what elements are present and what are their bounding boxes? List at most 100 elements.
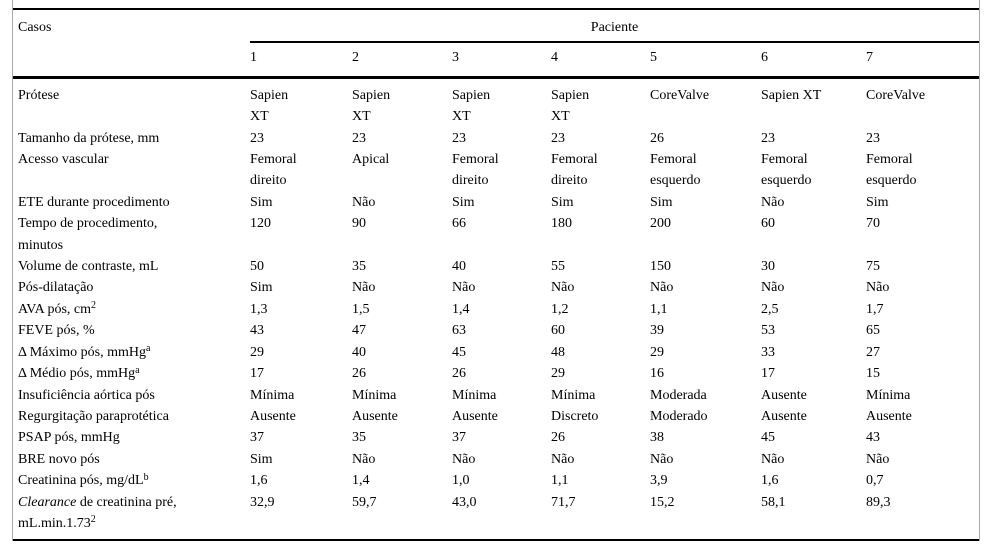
table-row: Tamanho da prótese, mm 23 23 23 23 26 23 23 [13, 128, 979, 149]
data-cell: 17 [761, 366, 775, 382]
data-cell: 47 [352, 323, 366, 339]
data-cell: 180 [551, 216, 572, 232]
row-label: FEVE pós, % [18, 323, 95, 339]
patient-column-1: 1 [250, 42, 352, 79]
patient-number-row: 1 2 3 4 5 6 7 [13, 42, 979, 79]
data-cell: 26 [551, 430, 565, 446]
table-row: AVA pós, cm2 1,3 1,5 1,4 1,2 1,1 2,5 1,7 [13, 299, 979, 320]
row-label: BRE novo pós [18, 451, 100, 467]
data-cell: 40 [352, 344, 366, 360]
table-row: Volume de contraste, mL 50 35 40 55 150 30 75 [13, 256, 979, 277]
data-cell: Femoral esquerdo [761, 152, 812, 189]
data-cell: 33 [761, 344, 775, 360]
table-row: FEVE pós, % 43 47 63 60 39 53 65 [13, 320, 979, 341]
corner-spacer [13, 42, 250, 79]
data-cell: CoreValve [866, 87, 926, 103]
data-cell: 32,9 [250, 494, 275, 510]
table-row: Creatinina pós, mg/dLb 1,6 1,4 1,0 1,1 3,9 1,6… [13, 470, 979, 491]
table-row: Insuficiência aórtica pós Mínima Mínima Mín… [13, 385, 979, 406]
data-cell: 150 [650, 259, 671, 275]
data-cell: 30 [761, 259, 775, 275]
data-cell: Sapien XT [551, 87, 590, 125]
data-cell: 27 [866, 344, 880, 360]
data-cell: 15,2 [650, 494, 675, 510]
table-row: BRE novo pós Sim Não Não Não Não Não Não [13, 449, 979, 470]
data-cell: Mínima [452, 387, 497, 403]
data-cell: Sim [866, 194, 889, 210]
row-label: Insuficiência aórtica pós [18, 387, 155, 403]
table-row: Tempo de procedimento, minutos 120 90 66 180… [13, 213, 979, 256]
data-cell: Mínima [250, 387, 295, 403]
table-row: Pós-dilatação Sim Não Não Não Não Não Não [13, 277, 979, 298]
patient-column-4: 4 [551, 42, 650, 79]
data-cell: 45 [452, 344, 466, 360]
data-cell: Sim [551, 194, 574, 210]
row-label: Creatinina pós, mg/dLb [18, 471, 149, 489]
table-body: Prótese Sapien XT Sapien XT Sapien XT Sapien… [13, 77, 979, 540]
table-row: Regurgitação paraprotética Ausente Ausente… [13, 406, 979, 427]
data-cell: Sim [250, 280, 273, 296]
data-cell: 15 [866, 366, 880, 382]
data-cell: Moderada [650, 387, 707, 403]
data-cell: 1,1 [650, 301, 668, 317]
data-cell: Não [761, 280, 785, 296]
data-cell: 59,7 [352, 494, 377, 510]
table-row: PSAP pós, mmHg 37 35 37 26 38 45 43 [13, 427, 979, 448]
row-label: ETE durante procedimento [18, 194, 170, 210]
data-cell: Sim [250, 194, 273, 210]
data-cell: 37 [452, 430, 466, 446]
data-cell: 26 [650, 130, 664, 146]
data-cell: Sim [250, 451, 273, 467]
data-cell: 65 [866, 323, 880, 339]
data-cell: Não [352, 194, 376, 210]
data-cell: 45 [761, 430, 775, 446]
data-cell: Não [866, 451, 890, 467]
data-cell: 43,0 [452, 494, 477, 510]
data-cell: Ausente [761, 387, 807, 403]
data-cell: Não [650, 280, 674, 296]
data-cell: 1,6 [250, 473, 268, 489]
data-cell: Não [352, 280, 376, 296]
table-row: Acesso vascular Femoral direito Apical Femo… [13, 149, 979, 192]
row-label: AVA pós, cm2 [18, 300, 97, 317]
table-row: Clearance de creatinina pré, mL.min.1.73… [13, 492, 979, 541]
data-cell: Ausente [452, 408, 498, 424]
data-cell: 29 [551, 366, 565, 382]
row-label: Pós-dilatação [18, 280, 94, 296]
data-cell: 120 [250, 216, 271, 232]
data-cell: 58,1 [761, 494, 786, 510]
group-header-row: Casos Paciente [13, 9, 979, 44]
data-cell: 23 [250, 130, 264, 146]
data-cell: Sapien XT [352, 87, 391, 125]
data-cell: Sim [452, 194, 475, 210]
data-cell: 26 [352, 366, 366, 382]
data-cell: Apical [352, 152, 390, 168]
row-label: Clearance de creatinina pré, mL.min.1.73… [18, 494, 177, 531]
data-cell: 1,6 [761, 473, 779, 489]
data-cell: Não [866, 280, 890, 296]
data-cell: 40 [452, 259, 466, 275]
data-cell: Mínima [352, 387, 397, 403]
data-cell: Femoral esquerdo [866, 152, 917, 189]
data-cell: 1,0 [452, 473, 470, 489]
row-label: Acesso vascular [18, 152, 109, 168]
row-label: PSAP pós, mmHg [18, 430, 120, 446]
data-cell: Ausente [250, 408, 296, 424]
data-cell: 75 [866, 259, 880, 275]
data-cell: 29 [650, 344, 664, 360]
row-label: Regurgitação paraprotética [18, 408, 169, 424]
data-cell: 90 [352, 216, 366, 232]
data-cell: 43 [866, 430, 880, 446]
data-cell: Sapien XT [452, 87, 491, 125]
data-cell: Moderado [650, 408, 708, 424]
data-cell: 16 [650, 366, 664, 382]
patient-column-5: 5 [650, 42, 761, 79]
data-cell: 1,5 [352, 301, 370, 317]
data-cell: 38 [650, 430, 664, 446]
corner-label: Casos [18, 20, 52, 35]
table-row: Δ Máximo pós, mmHga 29 40 45 48 29 33 27 [13, 342, 979, 363]
data-cell: Sapien XT [250, 87, 289, 125]
data-cell: 23 [452, 130, 466, 146]
data-cell: Não [761, 451, 785, 467]
group-header-paciente: Paciente [250, 9, 979, 44]
